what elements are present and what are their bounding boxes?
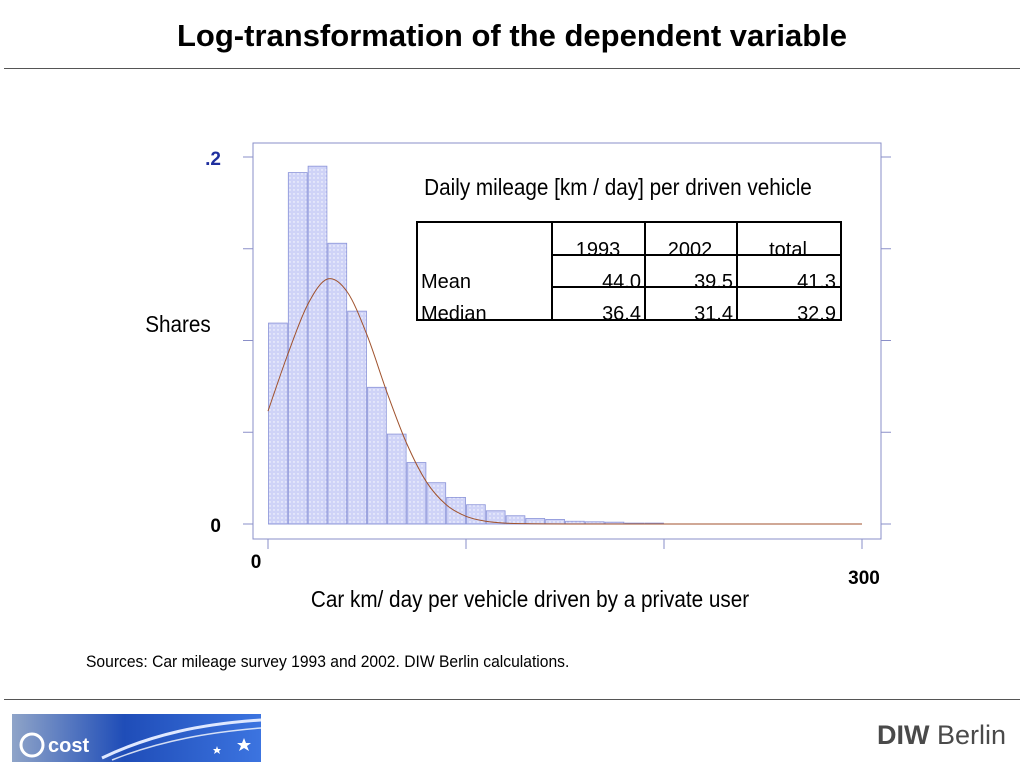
x-axis-label: Car km/ day per vehicle driven by a priv… — [311, 586, 749, 612]
table-cell-median-total: 32.9 — [797, 303, 836, 325]
footer-divider — [4, 699, 1020, 700]
histogram-bar — [347, 310, 367, 525]
cost-logo: cost — [12, 714, 261, 762]
histogram-bar — [367, 386, 387, 525]
y-axis-ticks — [243, 156, 891, 525]
table-row-label-median: Median — [421, 303, 487, 325]
histogram-bar — [446, 496, 466, 525]
histogram-bar — [545, 519, 565, 525]
table-cell-mean-total: 41.3 — [797, 271, 836, 293]
title-divider — [4, 68, 1020, 69]
table-cell-median-1993: 36.4 — [602, 303, 641, 325]
density-curve — [267, 278, 862, 525]
table-header-2002: 2002 — [668, 239, 713, 261]
table-row-label-mean: Mean — [421, 271, 471, 293]
histogram-bar — [287, 172, 308, 525]
slide-title: Log-transformation of the dependent vari… — [177, 18, 847, 53]
table-cell-mean-2002: 39.5 — [694, 271, 733, 293]
cost-logo-text: cost — [48, 735, 89, 757]
y-axis-label: Shares — [145, 311, 211, 337]
x-tick-label: 0 — [251, 552, 262, 573]
histogram-bar — [386, 433, 407, 525]
diw-berlin-logo: DIW Berlin — [877, 720, 1006, 751]
annotation-title: Daily mileage [km / day] per driven vehi… — [424, 174, 812, 200]
x-tick-label: 300 — [848, 568, 880, 589]
y-tick-label: 0 — [210, 516, 221, 537]
y-tick-label: .2 — [205, 149, 221, 170]
table-header-1993: 1993 — [576, 239, 621, 261]
sources-note: Sources: Car mileage survey 1993 and 200… — [86, 652, 570, 671]
histogram-bars — [268, 165, 862, 525]
table-header-total: total — [769, 239, 807, 261]
diw-logo-text: Berlin — [929, 720, 1006, 750]
histogram-bar — [426, 482, 447, 525]
diw-logo-bold: DIW — [876, 720, 930, 750]
histogram-bar — [406, 462, 427, 525]
stats-table: 1993 2002 total Mean 44.0 39.5 41.3 Medi… — [416, 221, 842, 325]
histogram-bar — [327, 242, 348, 525]
histogram-bar — [307, 165, 328, 525]
table-cell-mean-1993: 44.0 — [602, 271, 641, 293]
tick-labels: 0 .2 0 300 — [205, 149, 880, 589]
histogram-chart: 0 .2 0 300 Shares Car km/ day per vehicle d… — [145, 142, 891, 612]
x-axis-ticks — [267, 539, 863, 549]
histogram-bar — [268, 322, 288, 525]
table-cell-median-2002: 31.4 — [694, 303, 733, 325]
histogram-bar — [525, 518, 546, 525]
plot-frame — [252, 142, 882, 540]
